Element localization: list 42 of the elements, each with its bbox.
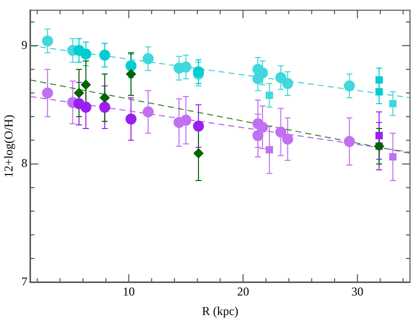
point (80, 80, 91, 90)
point (42, 87, 54, 98)
x-tick-label: 20 (237, 284, 250, 299)
x-tick-label: 10 (122, 284, 135, 299)
point (375, 88, 383, 96)
point (252, 130, 264, 142)
point (257, 122, 268, 133)
x-tick-label: 30 (351, 284, 364, 299)
point (193, 148, 204, 158)
point (126, 114, 137, 124)
point (389, 153, 397, 161)
point (266, 146, 274, 154)
point (344, 136, 355, 147)
point (344, 80, 355, 92)
point (74, 88, 84, 98)
point (375, 76, 383, 84)
point (180, 61, 192, 72)
point (80, 48, 92, 60)
point (282, 78, 294, 90)
point (142, 106, 154, 118)
point (126, 69, 136, 80)
point (389, 100, 397, 108)
point (142, 53, 154, 64)
point (42, 35, 54, 46)
point (100, 92, 110, 103)
y-axis-title: 12+log(O/H) (1, 114, 16, 178)
x-axis-title: R (kpc) (202, 304, 238, 318)
y-tick-label: 9 (21, 38, 28, 52)
point (266, 92, 274, 100)
y-tick-label: 7 (21, 274, 28, 288)
point (275, 126, 286, 138)
point (192, 66, 204, 78)
point (126, 60, 137, 72)
point (80, 102, 92, 113)
point (282, 134, 294, 145)
point (275, 72, 286, 84)
point (99, 102, 110, 113)
point (99, 50, 110, 61)
point (192, 120, 204, 132)
point (180, 114, 192, 126)
y-tick-label: 8 (21, 156, 28, 170)
point (375, 132, 383, 140)
